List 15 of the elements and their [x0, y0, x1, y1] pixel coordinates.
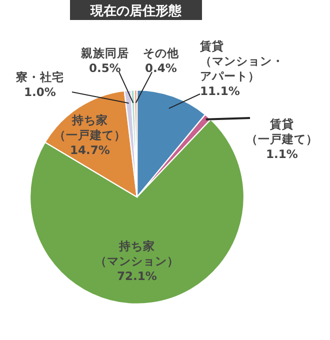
data-label: 14.7% [70, 143, 110, 157]
slice-label: 持ち家（一戸建て） [54, 113, 126, 142]
data-label: 1.0% [24, 85, 56, 99]
slice-label: その他 [143, 46, 180, 60]
chart-title: 現在の居住形態 [90, 3, 182, 19]
data-label: 11.1% [200, 84, 240, 98]
data-label: 72.1% [117, 269, 158, 283]
slice-label: 賃貸（マンション・アパート） [199, 39, 284, 83]
data-label: 0.4% [145, 61, 178, 75]
slice-label: 寮・社宅 [15, 70, 64, 84]
data-label: 0.5% [89, 61, 122, 75]
data-label: 1.1% [266, 147, 298, 161]
slice-label: 親族同居 [80, 46, 129, 60]
slice-label: 賃貸（一戸建て） [246, 117, 318, 146]
slice-label: 持ち家（マンション） [95, 239, 179, 268]
